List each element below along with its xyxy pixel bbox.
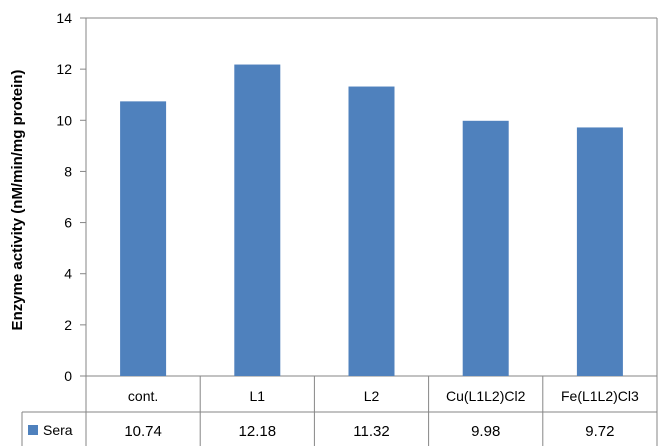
category-label: L1	[250, 388, 266, 404]
table-value: 9.98	[471, 423, 500, 440]
category-label: Fe(L1L2)Cl3	[561, 388, 639, 404]
y-tick-label: 10	[56, 112, 72, 128]
bar	[576, 127, 623, 377]
table-value: 11.32	[353, 423, 389, 440]
category-label: cont.	[128, 388, 158, 404]
y-tick-label: 12	[56, 61, 72, 77]
y-tick-label: 2	[64, 317, 72, 333]
data-table: cont. L1 L2 Cu(L1L2)Cl2 Fe(L1L2)Cl3 Sera 10.74…	[21, 376, 657, 446]
bar	[348, 86, 395, 376]
chart-bars	[120, 64, 623, 377]
y-tick-label: 8	[64, 163, 72, 179]
legend-series-name: Sera	[43, 422, 73, 438]
table-value: 10.74	[124, 423, 162, 440]
legend-swatch	[28, 425, 38, 435]
bar	[120, 101, 167, 376]
category-label: Cu(L1L2)Cl2	[446, 388, 526, 404]
y-tick-label: 6	[64, 215, 72, 231]
table-value: 12.18	[239, 423, 277, 440]
bar	[462, 120, 509, 376]
table-value: 9.72	[585, 423, 614, 440]
y-tick-label: 4	[64, 266, 72, 282]
y-axis-label: Enzyme activity (nM/min/mg protein)	[9, 70, 26, 331]
bar	[234, 64, 281, 376]
y-tick-label: 14	[56, 10, 72, 26]
category-label: L2	[364, 388, 380, 404]
y-tick-label: 0	[64, 368, 72, 384]
y-axis-ticks: 0 2 4 6 8 10 12 14	[56, 10, 86, 384]
